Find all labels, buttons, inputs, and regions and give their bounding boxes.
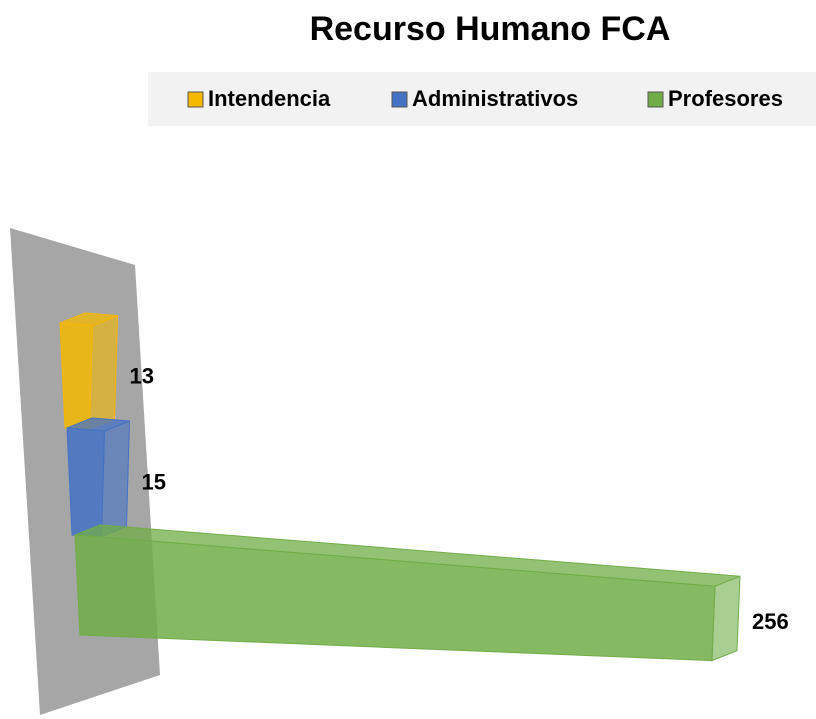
data-label: 256 — [752, 609, 789, 634]
legend-box — [148, 72, 816, 126]
bar-side — [88, 314, 119, 431]
legend-swatch — [391, 91, 408, 108]
bar-side — [100, 420, 131, 538]
bar-front — [59, 322, 94, 430]
legend-label: Intendencia — [208, 86, 331, 111]
legend-swatch — [187, 91, 204, 108]
data-label: 15 — [142, 470, 166, 495]
bar-front — [66, 427, 106, 538]
legend-label: Profesores — [668, 86, 783, 111]
data-label: 13 — [130, 363, 154, 388]
chart-title: Recurso Humano FCA — [310, 10, 671, 48]
bar-side — [711, 575, 741, 662]
legend-label: Administrativos — [412, 86, 578, 111]
legend-swatch — [647, 91, 664, 108]
